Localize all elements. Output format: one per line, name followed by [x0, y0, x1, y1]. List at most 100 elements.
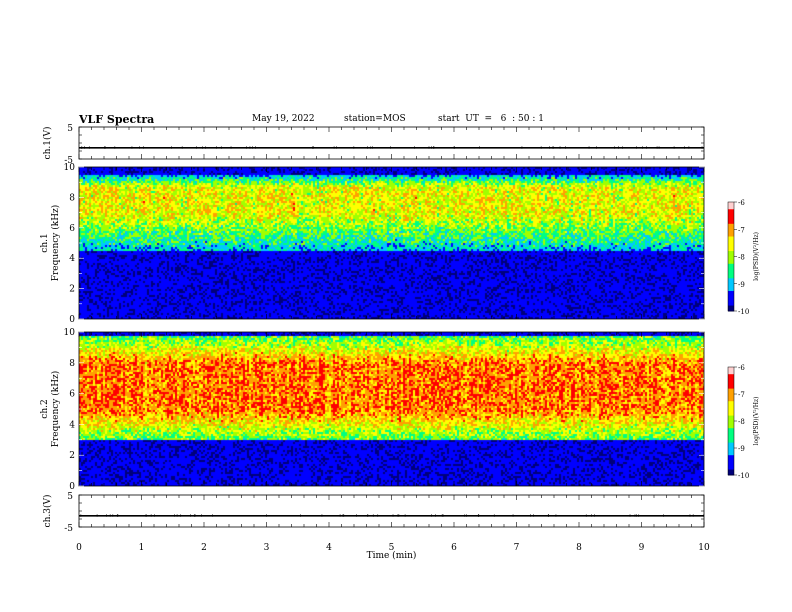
- y-tick-label: 10: [64, 163, 76, 173]
- y-tick-label: 2: [69, 285, 75, 295]
- y-axis-label: ch.2: [40, 399, 50, 418]
- colorbar-swatch: [728, 238, 734, 241]
- colorbar-swatch: [728, 229, 734, 232]
- colorbar-swatch: [728, 437, 734, 440]
- colorbar-swatch: [728, 243, 734, 247]
- colorbar-swatch: [728, 372, 734, 375]
- colorbar-swatch: [728, 292, 734, 296]
- colorbar-swatch: [728, 225, 734, 228]
- plot-title: VLF Spectra: [79, 113, 155, 126]
- colorbar-swatch: [728, 433, 734, 436]
- colorbar-tick-label: -10: [738, 308, 749, 316]
- colorbar-swatch: [728, 377, 734, 381]
- colorbar-swatch: [728, 271, 734, 274]
- colorbar-swatch: [728, 309, 734, 312]
- colorbar-swatch: [728, 260, 734, 263]
- y-tick-label: 6: [69, 390, 75, 400]
- y-axis-label: ch.1: [40, 233, 50, 252]
- colorbar-swatch: [728, 368, 734, 372]
- colorbar-swatch: [728, 383, 734, 386]
- colorbar-swatch: [728, 379, 734, 382]
- x-tick-label: 0: [76, 543, 82, 553]
- colorbar-swatch: [728, 444, 734, 447]
- colorbar-swatch: [728, 301, 734, 305]
- date-label: May 19, 2022: [252, 114, 315, 124]
- colorbar-tick-label: -8: [738, 254, 745, 262]
- colorbar-swatch: [728, 276, 734, 279]
- spectrogram-ch2: [79, 332, 704, 486]
- colorbar-swatch: [728, 410, 734, 413]
- colorbar-swatch: [728, 422, 734, 426]
- colorbar-swatch: [728, 205, 734, 208]
- colorbar-tick-label: -6: [738, 364, 745, 372]
- colorbar-swatch: [728, 458, 734, 462]
- colorbar-swatch: [728, 221, 734, 225]
- x-tick-label: 3: [264, 543, 270, 553]
- colorbar-swatch: [728, 296, 734, 299]
- colorbar-swatch: [728, 256, 734, 259]
- colorbar-swatch: [728, 401, 734, 404]
- y-tick-label: 0: [69, 315, 75, 325]
- colorbar-swatch: [728, 247, 734, 250]
- colorbar-swatch: [728, 403, 734, 406]
- colorbar-swatch: [728, 412, 734, 415]
- colorbar-swatch: [728, 214, 734, 218]
- colorbar-swatch: [728, 283, 734, 287]
- colorbar-swatch: [728, 265, 734, 268]
- y-tick-label: 6: [69, 224, 75, 234]
- y-tick-label: 4: [69, 254, 75, 264]
- colorbar-swatch: [728, 426, 734, 429]
- y-tick-label: 0: [69, 482, 75, 492]
- colorbar-swatch: [728, 367, 734, 370]
- x-tick-label: 1: [139, 543, 145, 553]
- colorbar-tick-label: -10: [738, 472, 749, 480]
- colorbar-swatch: [728, 203, 734, 207]
- spectrogram-canvas: [79, 167, 704, 319]
- y-tick-label: -5: [64, 156, 73, 166]
- colorbar-swatch: [728, 254, 734, 257]
- colorbar-swatch: [728, 388, 734, 391]
- colorbar-swatch: [728, 374, 734, 377]
- colorbar-swatch: [728, 307, 734, 310]
- colorbar-swatch: [728, 227, 734, 230]
- colorbar-swatch: [728, 300, 734, 303]
- colorbar-swatch: [728, 240, 734, 243]
- start-time-label: start UT = 6 : 50 : 1: [438, 114, 544, 124]
- colorbar-swatch: [728, 386, 734, 390]
- colorbar-swatch: [728, 381, 734, 384]
- colorbar-swatch: [728, 390, 734, 393]
- colorbar-swatch: [728, 236, 734, 239]
- y-tick-label: 8: [69, 193, 75, 203]
- colorbar-swatch: [728, 223, 734, 227]
- colorbar-swatch: [728, 281, 734, 285]
- y-axis-label: ch.3(V): [42, 495, 53, 528]
- colorbar-tick-label: -7: [738, 391, 745, 399]
- colorbar-swatch: [728, 457, 734, 460]
- colorbar-swatch: [728, 294, 734, 297]
- colorbar-swatch: [728, 464, 734, 467]
- colorbar-swatch: [728, 460, 734, 463]
- colorbar-tick-label: -8: [738, 418, 745, 426]
- colorbar-swatch: [728, 234, 734, 238]
- colorbar-swatch: [728, 289, 734, 292]
- colorbar-swatch: [728, 469, 734, 472]
- x-tick-label: 4: [326, 543, 332, 553]
- colorbar-swatch: [728, 430, 734, 433]
- colorbar-label: log(PSD)(V²/Hz): [753, 397, 760, 446]
- colorbar-ch1: [727, 201, 737, 312]
- colorbar-swatch: [728, 245, 734, 248]
- spectrogram-canvas: [79, 332, 704, 486]
- colorbar-swatch: [728, 466, 734, 469]
- colorbar-swatch: [728, 305, 734, 308]
- colorbar-swatch: [728, 413, 734, 417]
- x-tick-label: 8: [576, 543, 582, 553]
- x-tick-label: 6: [451, 543, 457, 553]
- x-tick-label: 10: [698, 543, 710, 553]
- colorbar-swatch: [728, 421, 734, 424]
- colorbar-label: log(PSD)(V²/Hz): [753, 232, 760, 281]
- colorbar-swatch: [728, 274, 734, 277]
- colorbar-ch2: [727, 366, 737, 476]
- y-axis-label: Frequency (kHz): [50, 205, 61, 282]
- colorbar-swatch: [728, 272, 734, 276]
